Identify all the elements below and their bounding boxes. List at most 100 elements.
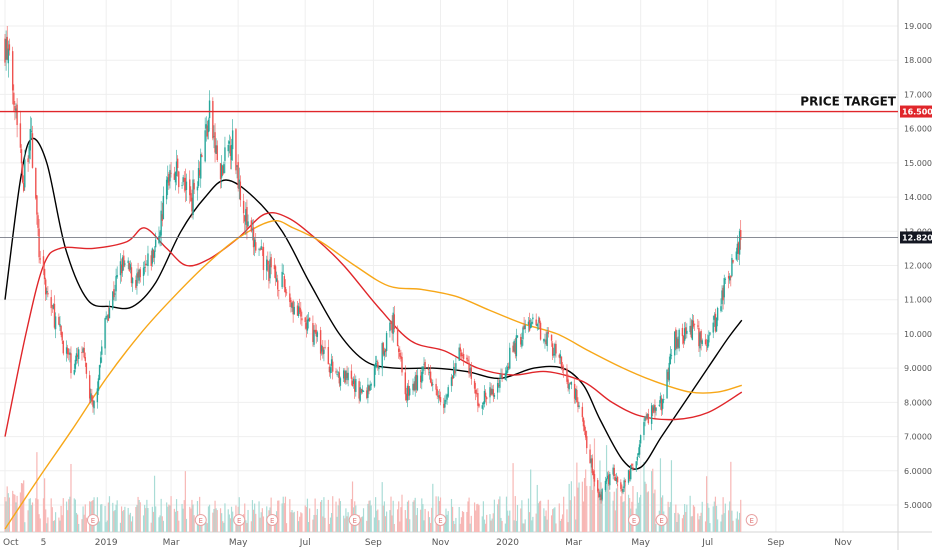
volume-bar	[131, 516, 134, 532]
volume-bar	[230, 506, 233, 532]
candle-body	[529, 323, 532, 329]
candle-body	[201, 155, 203, 158]
volume-bar	[717, 519, 719, 532]
candle-body	[290, 300, 292, 307]
volume-bar	[538, 501, 541, 532]
y-tick-label: 7.0000	[904, 433, 932, 442]
candle-body	[677, 339, 679, 348]
candle-body	[709, 332, 711, 335]
candle-body	[367, 384, 369, 398]
volume-bar	[309, 508, 311, 532]
earnings-marker-label: E	[632, 517, 636, 525]
candle-body	[676, 337, 678, 349]
candle-body	[467, 359, 469, 362]
volume-bar	[291, 510, 293, 532]
volume-bar	[670, 460, 673, 532]
volume-bar	[675, 504, 677, 532]
candle-body	[538, 318, 541, 324]
candle-body	[43, 268, 46, 280]
volume-bar	[213, 508, 215, 532]
volume-bar	[566, 509, 568, 532]
volume-bar	[4, 496, 6, 532]
volume-bar	[283, 503, 285, 532]
volume-bar	[715, 505, 718, 532]
volume-bar	[389, 510, 391, 532]
candle-body	[313, 329, 315, 345]
candle-body	[151, 248, 154, 264]
volume-bar	[478, 505, 480, 532]
volume-bar	[651, 471, 653, 532]
candle-body	[184, 177, 187, 191]
candle-body	[424, 362, 426, 369]
volume-bar	[20, 483, 23, 532]
candle-body	[328, 366, 331, 373]
candle-body	[347, 372, 349, 381]
candle-body	[90, 393, 92, 401]
candle-body	[181, 185, 183, 186]
candle-body	[116, 274, 118, 278]
volume-bar	[604, 486, 607, 532]
candle-body	[105, 315, 107, 319]
candle-body	[98, 365, 101, 380]
volume-bar	[52, 520, 54, 532]
candle-body	[24, 159, 26, 188]
candle-body	[196, 186, 199, 191]
candle-body	[224, 147, 226, 161]
candle-body	[398, 348, 400, 352]
volume-bar	[615, 488, 618, 532]
candle-body	[707, 339, 709, 348]
candle-body	[359, 387, 361, 401]
volume-bar	[589, 486, 591, 532]
candle-body	[568, 384, 570, 390]
candle-body	[686, 330, 688, 334]
candle-body	[590, 458, 592, 463]
time-axis[interactable]: Oct 5 2019 Mar May Jul Sep Nov 2020 Mar May Jul Sep N…	[3, 538, 852, 548]
candle-body	[415, 374, 418, 390]
volume-bar	[376, 510, 378, 532]
candle-body	[269, 259, 271, 279]
volume-bar	[13, 494, 15, 532]
candle-body	[76, 354, 79, 357]
candle-body	[724, 279, 727, 280]
candle-body	[323, 349, 325, 354]
volume-bar	[82, 506, 84, 532]
volume-bar	[83, 514, 85, 532]
candle-body	[551, 343, 554, 356]
candle-body	[729, 276, 731, 281]
candle-body	[69, 352, 71, 355]
candle-body	[423, 363, 425, 365]
candle-body	[505, 370, 508, 375]
candle-body	[422, 366, 424, 374]
candle-body	[516, 335, 519, 338]
volume-bar	[324, 517, 326, 532]
volume-bar	[453, 520, 455, 532]
volume-bar	[692, 505, 695, 532]
candle-body	[176, 158, 179, 169]
candle-body	[270, 257, 272, 268]
earnings-marker	[266, 514, 279, 526]
candle-body	[608, 474, 610, 485]
candle-body	[659, 396, 662, 404]
candle-body	[697, 325, 699, 327]
candle-body	[412, 383, 414, 391]
candle-body	[75, 353, 78, 362]
candle-body	[267, 260, 269, 265]
candle-body	[227, 144, 229, 152]
candle-body	[162, 195, 165, 220]
x-tick-label: 2020	[496, 538, 519, 548]
candle-body	[190, 193, 192, 202]
volume-bar	[301, 513, 303, 532]
candle-body	[135, 279, 137, 288]
candle-body	[377, 361, 379, 368]
volume-bar	[42, 498, 45, 532]
volume-bar	[8, 497, 10, 532]
volume-bar	[367, 503, 369, 532]
price-axis[interactable]: 5.0000 6.0000 7.0000 8.0000 9.0000 10.0000 11.…	[900, 22, 932, 510]
y-tick-label: 6.0000	[904, 467, 932, 476]
volume-bar	[261, 508, 263, 532]
volume-bar	[208, 504, 211, 532]
candle-body	[727, 275, 730, 279]
volume-bar	[78, 523, 80, 532]
volume-bar	[252, 509, 255, 532]
